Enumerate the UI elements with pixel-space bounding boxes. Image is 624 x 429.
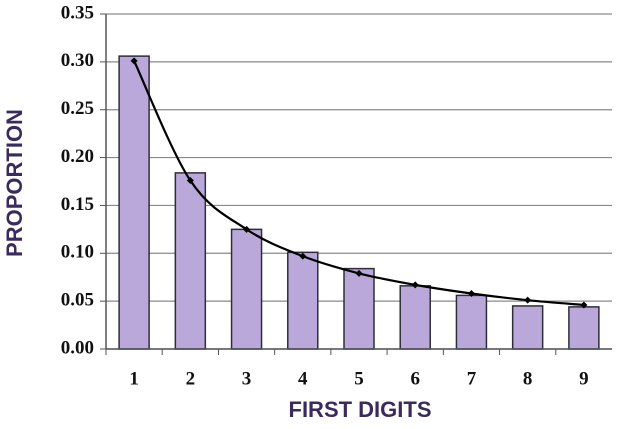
bar <box>568 306 600 350</box>
bar <box>399 285 431 350</box>
y-tick-label: 0.00 <box>61 337 94 358</box>
line-marker <box>524 296 532 304</box>
x-tick-label: 7 <box>467 368 477 389</box>
bar <box>343 267 375 350</box>
x-axis-title: FIRST DIGITS <box>289 397 432 422</box>
x-tick-label: 9 <box>579 368 589 389</box>
y-tick-label: 0.25 <box>61 98 94 119</box>
bar <box>174 172 207 350</box>
line-marker <box>130 57 138 65</box>
bar <box>511 305 544 350</box>
bar <box>230 228 263 350</box>
x-tick-label: 8 <box>523 368 533 389</box>
y-tick-label: 0.05 <box>61 290 94 311</box>
x-tick-label: 5 <box>354 368 364 389</box>
line-marker <box>411 281 419 289</box>
line-marker <box>467 289 475 297</box>
line-marker <box>299 252 307 260</box>
x-tick-label: 1 <box>129 368 139 389</box>
x-tick-label: 4 <box>298 368 308 389</box>
line-marker <box>355 269 363 277</box>
line-marker <box>580 301 588 309</box>
y-tick-label: 0.20 <box>61 146 94 167</box>
x-tick-label: 6 <box>410 368 420 389</box>
y-tick-label: 0.30 <box>61 50 94 71</box>
y-tick-label: 0.15 <box>61 194 94 215</box>
line-marker <box>186 177 194 185</box>
y-axis-title: PROPORTION <box>2 109 27 257</box>
y-tick-label: 0.35 <box>61 2 94 23</box>
x-tick-label: 2 <box>186 368 196 389</box>
bar <box>287 251 319 350</box>
y-tick-label: 0.10 <box>61 242 94 263</box>
bar <box>118 55 150 350</box>
bar <box>455 294 488 350</box>
line-marker <box>243 225 251 233</box>
x-tick-label: 3 <box>242 368 252 389</box>
